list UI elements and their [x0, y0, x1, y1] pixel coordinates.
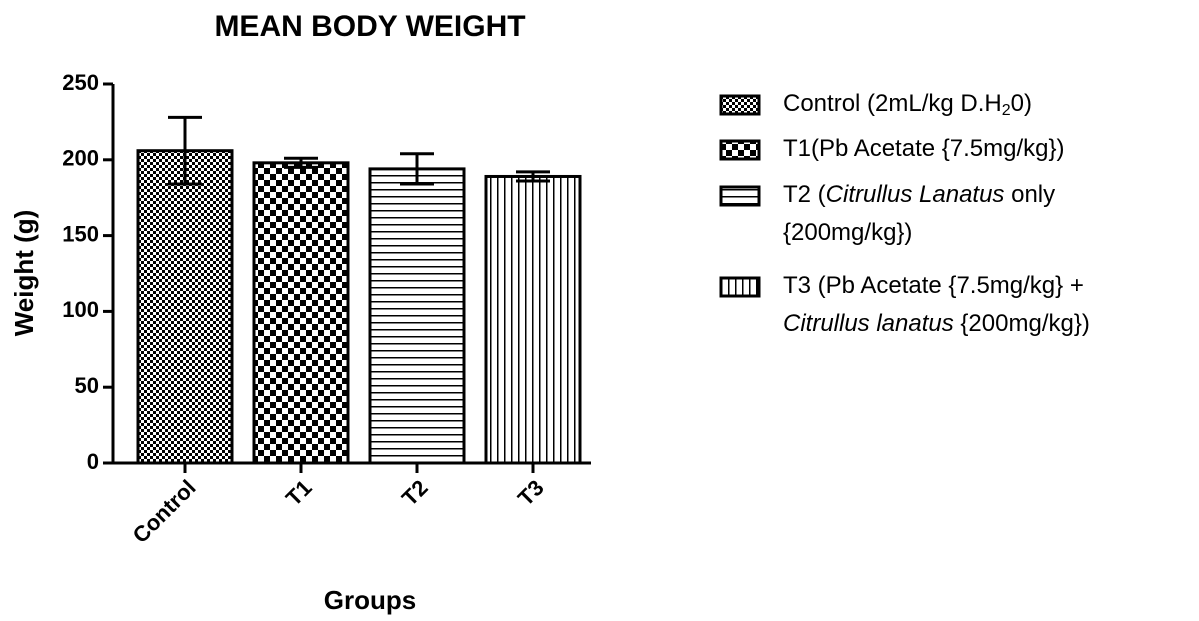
legend-label: T3 (Pb Acetate {7.5mg/kg} +	[783, 272, 1084, 299]
error-bar	[284, 156, 318, 169]
y-tick-label: 250	[62, 70, 99, 95]
legend-label: T2 (Citrullus Lanatus only	[783, 181, 1055, 208]
legend-run: 0)	[1011, 90, 1032, 117]
legend-run: Control (2mL/kg D.H	[783, 90, 1002, 117]
legend-label: T1(Pb Acetate {7.5mg/kg})	[783, 135, 1065, 162]
bar	[136, 149, 234, 465]
x-tick-label: T2	[397, 475, 433, 511]
y-axis-label: Weight (g)	[9, 210, 39, 337]
bar	[368, 167, 466, 465]
x-tick-label: T1	[281, 475, 317, 511]
legend-swatch	[719, 276, 761, 298]
bar	[252, 161, 350, 465]
legend-run: only	[1004, 181, 1055, 208]
y-tick-label: 200	[62, 146, 99, 171]
bar	[484, 174, 582, 465]
legend-run: Citrullus Lanatus	[826, 181, 1005, 208]
y-tick-label: 150	[62, 221, 99, 246]
x-tick-label: Control	[128, 475, 201, 548]
legend-label: {200mg/kg})	[783, 219, 912, 246]
x-axis-label: Groups	[324, 585, 416, 615]
legend-run: 2	[1002, 102, 1011, 119]
error-bar	[400, 152, 434, 186]
legend-run: T2 (	[783, 181, 826, 208]
x-tick-label: T3	[513, 475, 549, 511]
legend-run: T3 (Pb Acetate {7.5mg/kg} +	[783, 272, 1084, 299]
legend-run: T1(Pb Acetate {7.5mg/kg})	[783, 135, 1065, 162]
error-bar	[168, 115, 202, 186]
legend-run: {200mg/kg})	[783, 219, 912, 246]
chart-title: MEAN BODY WEIGHT	[214, 10, 525, 43]
legend-label: Citrullus lanatus {200mg/kg})	[783, 310, 1090, 337]
legend-swatch	[719, 94, 761, 116]
legend-label: Control (2mL/kg D.H20)	[783, 90, 1032, 119]
legend-swatch	[719, 185, 761, 207]
legend-run: {200mg/kg})	[954, 310, 1090, 337]
y-tick-label: 50	[75, 373, 99, 398]
legend-swatch	[719, 139, 761, 161]
legend-run: Citrullus lanatus	[783, 310, 954, 337]
y-tick-label: 100	[62, 297, 99, 322]
error-bar	[516, 170, 550, 183]
y-tick-label: 0	[87, 449, 99, 474]
